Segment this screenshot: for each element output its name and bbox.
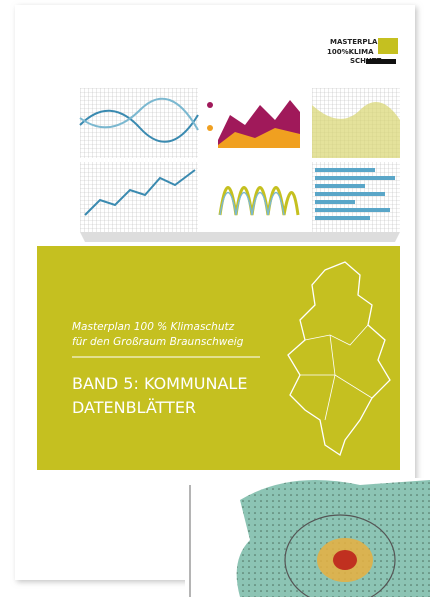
deco-dot — [207, 102, 213, 108]
panel — [312, 162, 400, 232]
logo-text: MASTERPLAN — [330, 38, 383, 46]
panel — [80, 88, 198, 158]
deco-dot — [207, 125, 213, 131]
cover-image: MASTERPLAN 100%KLIMA SCHUTZ Masterplan 1… — [0, 0, 430, 597]
page: MASTERPLAN 100%KLIMA SCHUTZ Masterplan 1… — [0, 0, 430, 597]
chart-collage — [80, 88, 400, 242]
logo-bar — [366, 59, 396, 64]
logo-text: 100%KLIMA — [327, 48, 374, 56]
subtitle: für den Großraum Braunschweig — [72, 336, 244, 348]
map-overlay — [185, 478, 430, 597]
panel-shadow — [80, 232, 400, 242]
map-hotspot — [333, 550, 357, 570]
title: BAND 5: KOMMUNALE — [72, 374, 247, 393]
title-band — [37, 246, 400, 470]
title: DATENBLÄTTER — [72, 398, 196, 417]
subtitle: Masterplan 100 % Klimaschutz — [72, 321, 235, 333]
logo-mark — [378, 38, 398, 54]
panel — [80, 162, 198, 232]
